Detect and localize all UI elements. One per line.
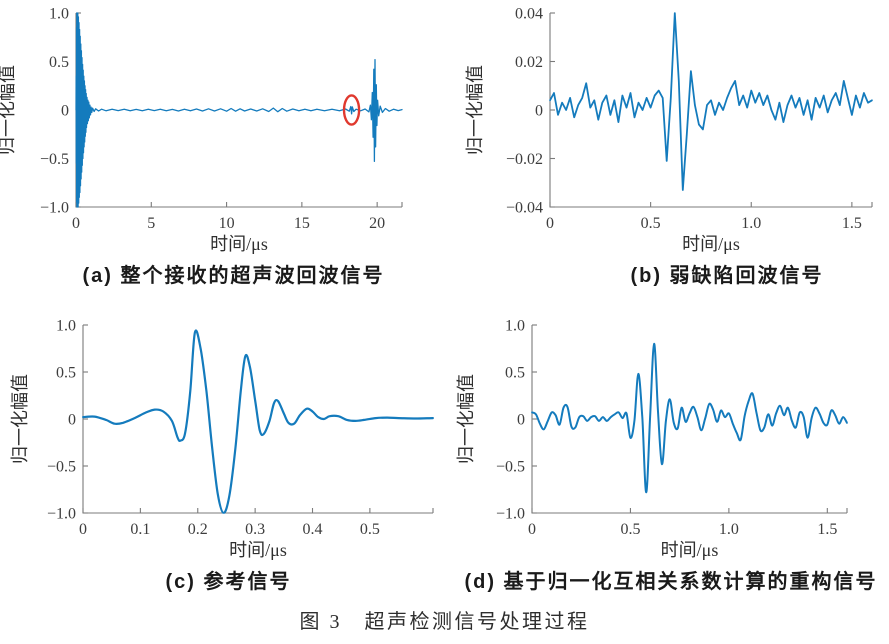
- y-tick-label: 1.0: [56, 318, 76, 335]
- y-tick-label: −0.5: [47, 459, 76, 476]
- x-tick-label: 0.5: [360, 521, 380, 538]
- plot-b-canvas: 0 0.5 1.0 1.5 0.04 0.02 0 −0.02 −0.04 时间/μs 归一化幅值: [465, 6, 873, 254]
- y-tick-label: 0: [535, 103, 543, 120]
- x-tick-label: 15: [294, 215, 310, 232]
- figure-caption: 图 3 超声检测信号处理过程: [299, 611, 590, 633]
- x-axis-label: 时间/μs: [661, 540, 719, 560]
- y-tick-label: −0.5: [496, 459, 525, 476]
- y-tick-label: 0.04: [515, 6, 543, 23]
- x-tick-label: 0: [528, 521, 536, 538]
- defect-annotation-ellipse: [342, 94, 361, 126]
- x-axis-label: 时间/μs: [229, 540, 287, 560]
- x-tick-label: 1.0: [741, 215, 761, 232]
- plot-d-canvas: 0 0.5 1.0 1.5 1.0 0.5 0 −0.5 −1.0 时间/μs 归一化幅值: [456, 318, 848, 560]
- y-tick-label: 1.0: [505, 318, 525, 335]
- y-tick-label: 0.5: [49, 54, 69, 71]
- subplot-d: 0 0.5 1.0 1.5 1.0 0.5 0 −0.5 −1.0 时间/μs 归一化幅值 (d) …: [445, 300, 889, 594]
- y-axis-label: 归一化幅值: [465, 65, 485, 155]
- y-axis-label: 归一化幅值: [456, 374, 476, 464]
- y-axis-label: 归一化幅值: [0, 65, 17, 155]
- subplot-c: 0 0.1 0.2 0.3 0.4 0.5 1.0 0.5 0 −0.5 −1.0 时间/μs 归一化幅…: [0, 300, 445, 594]
- x-tick-label: 0: [72, 215, 80, 232]
- x-axis-label: 时间/μs: [210, 234, 268, 254]
- subplot-a-caption: (a) 整个接收的超声波回波信号: [82, 265, 385, 287]
- signal-trace: [82, 329, 434, 514]
- y-tick-label: −0.02: [506, 151, 543, 168]
- x-tick-label: 10: [219, 215, 235, 232]
- x-tick-label: 0.5: [641, 215, 661, 232]
- x-tick-label: 5: [147, 215, 155, 232]
- signal-trace: [549, 12, 873, 191]
- x-tick-label: 1.5: [817, 521, 837, 538]
- x-tick-label: 1.0: [719, 521, 739, 538]
- y-tick-label: −0.5: [40, 151, 69, 168]
- y-tick-label: −1.0: [496, 506, 525, 523]
- plot-a-canvas: 0 5 10 15 20 1.0 0.5 0 −0.5 −1.0 时间/μs 归一化幅值: [0, 6, 403, 254]
- x-tick-label: 20: [369, 215, 385, 232]
- y-axis-label: 归一化幅值: [10, 374, 30, 464]
- y-tick-label: −1.0: [40, 200, 69, 217]
- subplot-a: 0 5 10 15 20 1.0 0.5 0 −0.5 −1.0 时间/μs 归一化幅值 (a) 整个…: [0, 0, 445, 288]
- y-tick-label: 0.02: [515, 54, 543, 71]
- y-tick-label: 0: [61, 103, 69, 120]
- signal-trace: [531, 342, 848, 494]
- y-tick-label: 0.5: [56, 365, 76, 382]
- x-tick-label: 0.5: [620, 521, 640, 538]
- x-axis-label: 时间/μs: [682, 234, 740, 254]
- x-tick-label: 1.5: [842, 215, 862, 232]
- subplot-d-caption: (d) 基于归一化互相关系数计算的重构信号: [464, 571, 878, 593]
- x-tick-label: 0: [546, 215, 554, 232]
- y-tick-label: 0: [517, 412, 525, 429]
- x-tick-label: 0.1: [130, 521, 150, 538]
- subplot-b: 0 0.5 1.0 1.5 0.04 0.02 0 −0.02 −0.04 时间/μs 归一化幅值 …: [445, 0, 889, 288]
- y-tick-label: 0.5: [505, 365, 525, 382]
- y-tick-label: −0.04: [506, 200, 543, 217]
- y-tick-label: 1.0: [49, 6, 69, 23]
- x-tick-label: 0: [79, 521, 87, 538]
- y-tick-label: 0: [68, 412, 76, 429]
- y-tick-label: −1.0: [47, 506, 76, 523]
- plot-c-canvas: 0 0.1 0.2 0.3 0.4 0.5 1.0 0.5 0 −0.5 −1.0 时间/μs 归一化幅…: [10, 318, 434, 560]
- axis-spines: [549, 13, 872, 208]
- subplot-b-caption: (b) 弱缺陷回波信号: [630, 265, 824, 287]
- x-tick-label: 0.4: [303, 521, 323, 538]
- subplot-c-caption: (c) 参考信号: [165, 571, 292, 593]
- x-tick-label: 0.3: [245, 521, 265, 538]
- x-tick-label: 0.2: [188, 521, 208, 538]
- signal-trace: [75, 12, 403, 208]
